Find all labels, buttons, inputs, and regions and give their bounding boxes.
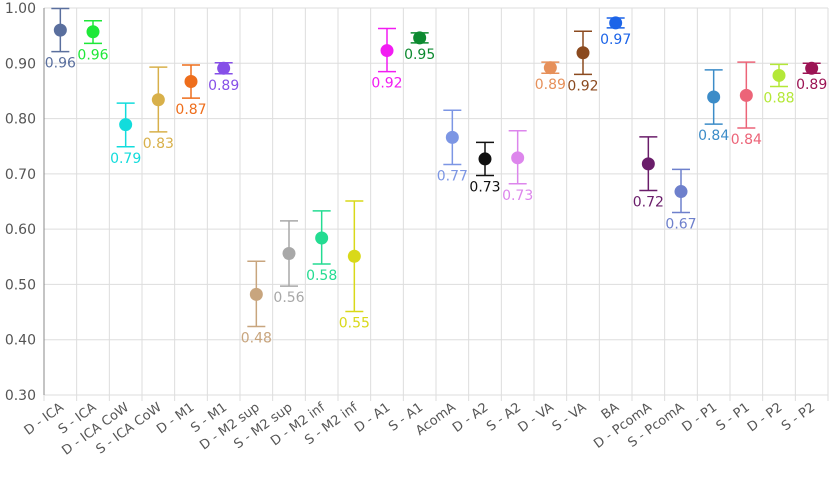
x-category-label: S - A2 <box>484 400 524 435</box>
data-labels: 0.960.960.790.830.870.890.480.560.580.55… <box>45 32 828 347</box>
x-category-label: D - M1 <box>154 400 197 437</box>
data-point <box>249 287 263 301</box>
data-point <box>86 25 100 39</box>
data-label: 0.89 <box>535 77 566 93</box>
y-tick-label: 0.70 <box>5 167 36 183</box>
grid-layer <box>43 7 829 401</box>
data-label: 0.95 <box>404 47 435 63</box>
x-category-label: D - P1 <box>680 400 720 435</box>
data-label: 0.67 <box>665 217 696 233</box>
data-point <box>282 246 296 260</box>
data-point <box>772 68 786 82</box>
data-point <box>543 61 557 75</box>
data-point <box>707 90 721 104</box>
x-category-label: S - VA <box>550 400 590 435</box>
data-label: 0.97 <box>600 32 631 48</box>
data-point <box>53 23 67 37</box>
x-category-label: D - P2 <box>745 400 785 435</box>
data-label: 0.84 <box>731 132 762 148</box>
data-label: 0.84 <box>698 128 729 144</box>
y-tick-label: 0.80 <box>5 112 36 128</box>
data-points <box>53 16 819 301</box>
data-label: 0.79 <box>110 151 141 167</box>
x-category-label: D - A2 <box>450 400 491 436</box>
data-point <box>380 44 394 58</box>
x-category-label: S - P1 <box>714 400 753 434</box>
x-category-label: D - VA <box>516 400 557 436</box>
y-tick-label: 0.30 <box>5 388 36 404</box>
data-label: 0.48 <box>241 330 272 346</box>
data-point <box>739 88 753 102</box>
data-label: 0.83 <box>143 136 174 152</box>
data-label: 0.92 <box>567 78 598 94</box>
y-tick-label: 0.90 <box>5 56 36 72</box>
data-label: 0.73 <box>502 188 533 204</box>
data-label: 0.58 <box>306 268 337 284</box>
data-point <box>347 249 361 263</box>
data-label: 0.73 <box>469 180 500 196</box>
data-label: 0.92 <box>371 76 402 92</box>
data-label: 0.89 <box>796 77 827 93</box>
data-label: 0.56 <box>273 290 304 306</box>
y-axis-tick-labels: 0.30 0.40 0.50 0.60 0.70 0.80 0.90 1.00 <box>5 1 36 404</box>
data-label: 0.87 <box>175 102 206 118</box>
data-point <box>674 185 688 199</box>
y-tick-label: 0.40 <box>5 333 36 349</box>
data-point <box>217 61 231 75</box>
data-point <box>413 31 427 45</box>
data-point <box>511 151 525 165</box>
data-point <box>609 16 623 30</box>
x-category-label: S - P2 <box>779 400 818 434</box>
data-point <box>478 152 492 166</box>
y-tick-label: 0.50 <box>5 277 36 293</box>
data-point <box>576 46 590 60</box>
x-category-label: D - A1 <box>352 400 393 436</box>
data-point <box>805 61 819 75</box>
y-tick-label: 0.60 <box>5 222 36 238</box>
data-label: 0.88 <box>763 91 794 107</box>
data-point <box>184 75 198 89</box>
data-label: 0.72 <box>633 194 664 210</box>
data-point <box>445 130 459 144</box>
data-point <box>151 93 165 107</box>
data-label: 0.89 <box>208 78 239 94</box>
data-label: 0.77 <box>437 168 468 184</box>
data-label: 0.96 <box>45 56 76 72</box>
data-point <box>315 231 329 245</box>
data-point <box>641 157 655 171</box>
data-label: 0.96 <box>77 47 108 63</box>
data-label: 0.55 <box>339 316 370 332</box>
y-tick-label: 1.00 <box>5 1 36 17</box>
data-point <box>119 118 133 132</box>
